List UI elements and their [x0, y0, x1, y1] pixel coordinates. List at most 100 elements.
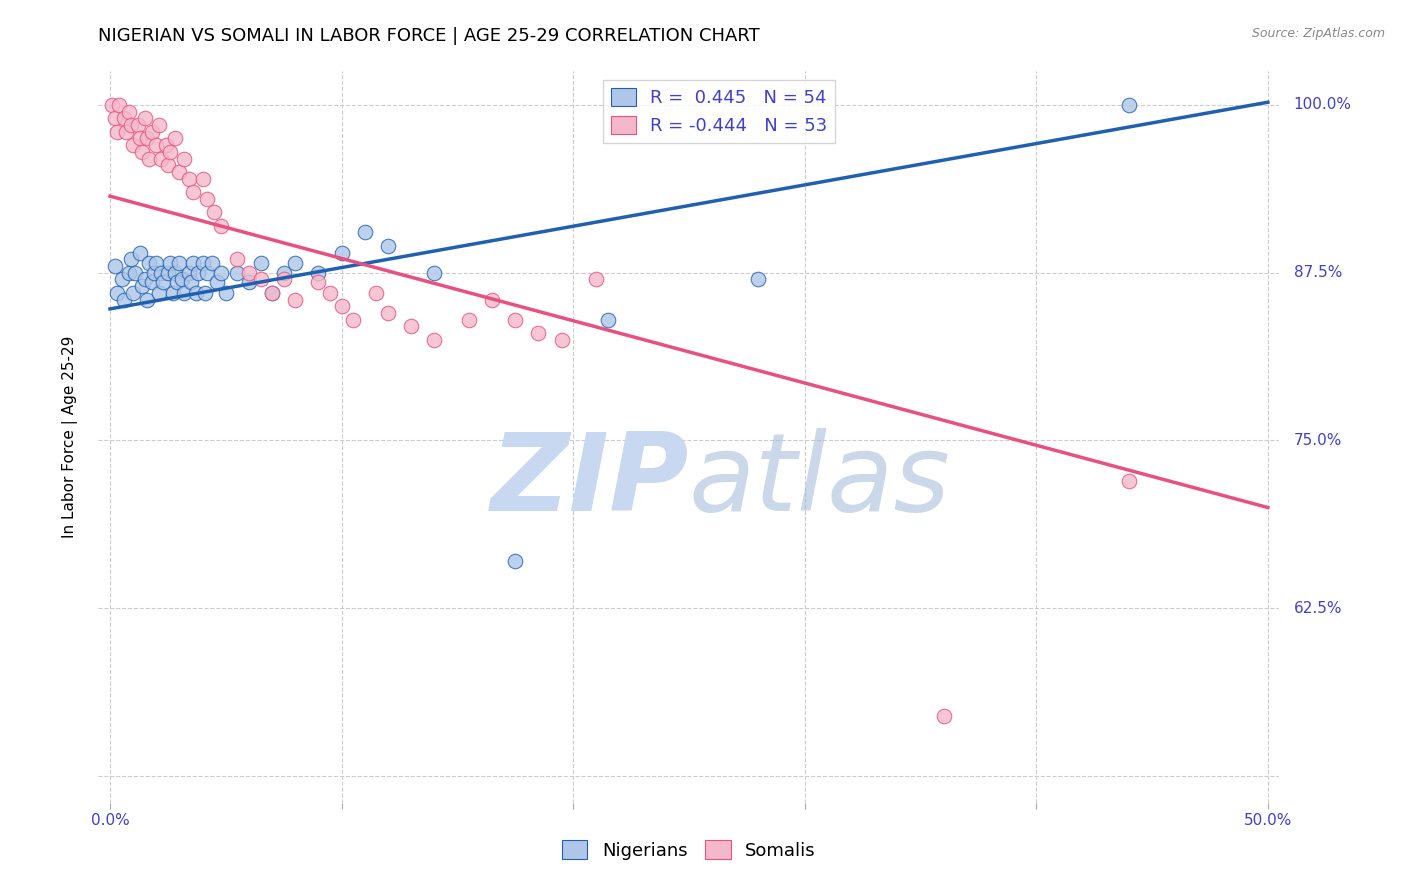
- Point: [201, 256, 224, 270]
- Point: [141, 125, 163, 139]
- Point: [262, 285, 284, 300]
- Point: [163, 131, 186, 145]
- Point: [173, 285, 195, 300]
- Point: [138, 256, 160, 270]
- Point: [238, 275, 260, 289]
- Point: [550, 333, 572, 347]
- Point: [399, 319, 422, 334]
- Text: NIGERIAN VS SOMALI IN LABOR FORCE | AGE 25-29 CORRELATION CHART: NIGERIAN VS SOMALI IN LABOR FORCE | AGE …: [98, 27, 761, 45]
- Point: [226, 252, 249, 267]
- Point: [159, 256, 181, 270]
- Point: [353, 226, 375, 240]
- Point: [112, 293, 135, 307]
- Point: [101, 98, 124, 112]
- Point: [110, 272, 132, 286]
- Point: [273, 266, 295, 280]
- Point: [131, 145, 153, 159]
- Point: [156, 266, 179, 280]
- Point: [177, 266, 200, 280]
- Point: [527, 326, 550, 340]
- Point: [115, 125, 138, 139]
- Text: 75.0%: 75.0%: [1294, 433, 1341, 448]
- Point: [187, 266, 209, 280]
- Point: [249, 272, 271, 286]
- Point: [307, 275, 329, 289]
- Point: [105, 125, 128, 139]
- Y-axis label: In Labor Force | Age 25-29: In Labor Force | Age 25-29: [62, 336, 77, 538]
- Point: [319, 285, 342, 300]
- Point: [148, 118, 170, 132]
- Point: [377, 306, 399, 320]
- Point: [138, 152, 160, 166]
- Point: [183, 256, 205, 270]
- Point: [149, 152, 172, 166]
- Point: [503, 312, 526, 326]
- Point: [145, 138, 167, 153]
- Point: [120, 252, 142, 267]
- Point: [124, 266, 146, 280]
- Point: [1118, 474, 1140, 488]
- Point: [117, 104, 139, 119]
- Text: 100.0%: 100.0%: [1294, 97, 1351, 112]
- Point: [307, 266, 329, 280]
- Point: [122, 138, 145, 153]
- Point: [134, 272, 156, 286]
- Point: [149, 266, 172, 280]
- Point: [202, 205, 225, 219]
- Point: [194, 285, 217, 300]
- Text: 62.5%: 62.5%: [1294, 600, 1341, 615]
- Point: [249, 256, 271, 270]
- Point: [129, 131, 152, 145]
- Point: [262, 285, 284, 300]
- Point: [169, 256, 191, 270]
- Point: [226, 266, 249, 280]
- Point: [127, 118, 149, 132]
- Point: [596, 312, 619, 326]
- Point: [177, 171, 200, 186]
- Point: [209, 219, 232, 233]
- Point: [932, 708, 955, 723]
- Point: [108, 98, 131, 112]
- Point: [238, 266, 260, 280]
- Legend: Nigerians, Somalis: Nigerians, Somalis: [555, 833, 823, 867]
- Point: [481, 293, 503, 307]
- Point: [131, 279, 153, 293]
- Point: [162, 285, 184, 300]
- Point: [209, 266, 232, 280]
- Point: [145, 256, 167, 270]
- Point: [191, 256, 214, 270]
- Point: [166, 275, 188, 289]
- Point: [159, 145, 181, 159]
- Point: [156, 158, 179, 172]
- Point: [330, 299, 353, 313]
- Point: [104, 259, 127, 273]
- Point: [195, 266, 218, 280]
- Point: [215, 285, 238, 300]
- Point: [330, 245, 353, 260]
- Point: [112, 112, 135, 126]
- Point: [143, 266, 166, 280]
- Point: [104, 112, 127, 126]
- Point: [184, 285, 207, 300]
- Point: [169, 165, 191, 179]
- Point: [120, 118, 142, 132]
- Point: [134, 112, 156, 126]
- Text: atlas: atlas: [689, 428, 950, 533]
- Point: [342, 312, 364, 326]
- Point: [122, 285, 145, 300]
- Point: [503, 554, 526, 568]
- Point: [747, 272, 769, 286]
- Point: [180, 275, 202, 289]
- Point: [273, 272, 295, 286]
- Point: [117, 266, 139, 280]
- Point: [191, 171, 214, 186]
- Point: [205, 275, 228, 289]
- Point: [195, 192, 218, 206]
- Point: [183, 185, 205, 199]
- Point: [136, 131, 159, 145]
- Point: [377, 239, 399, 253]
- Point: [458, 312, 481, 326]
- Text: ZIP: ZIP: [491, 428, 689, 534]
- Point: [423, 333, 446, 347]
- Point: [585, 272, 607, 286]
